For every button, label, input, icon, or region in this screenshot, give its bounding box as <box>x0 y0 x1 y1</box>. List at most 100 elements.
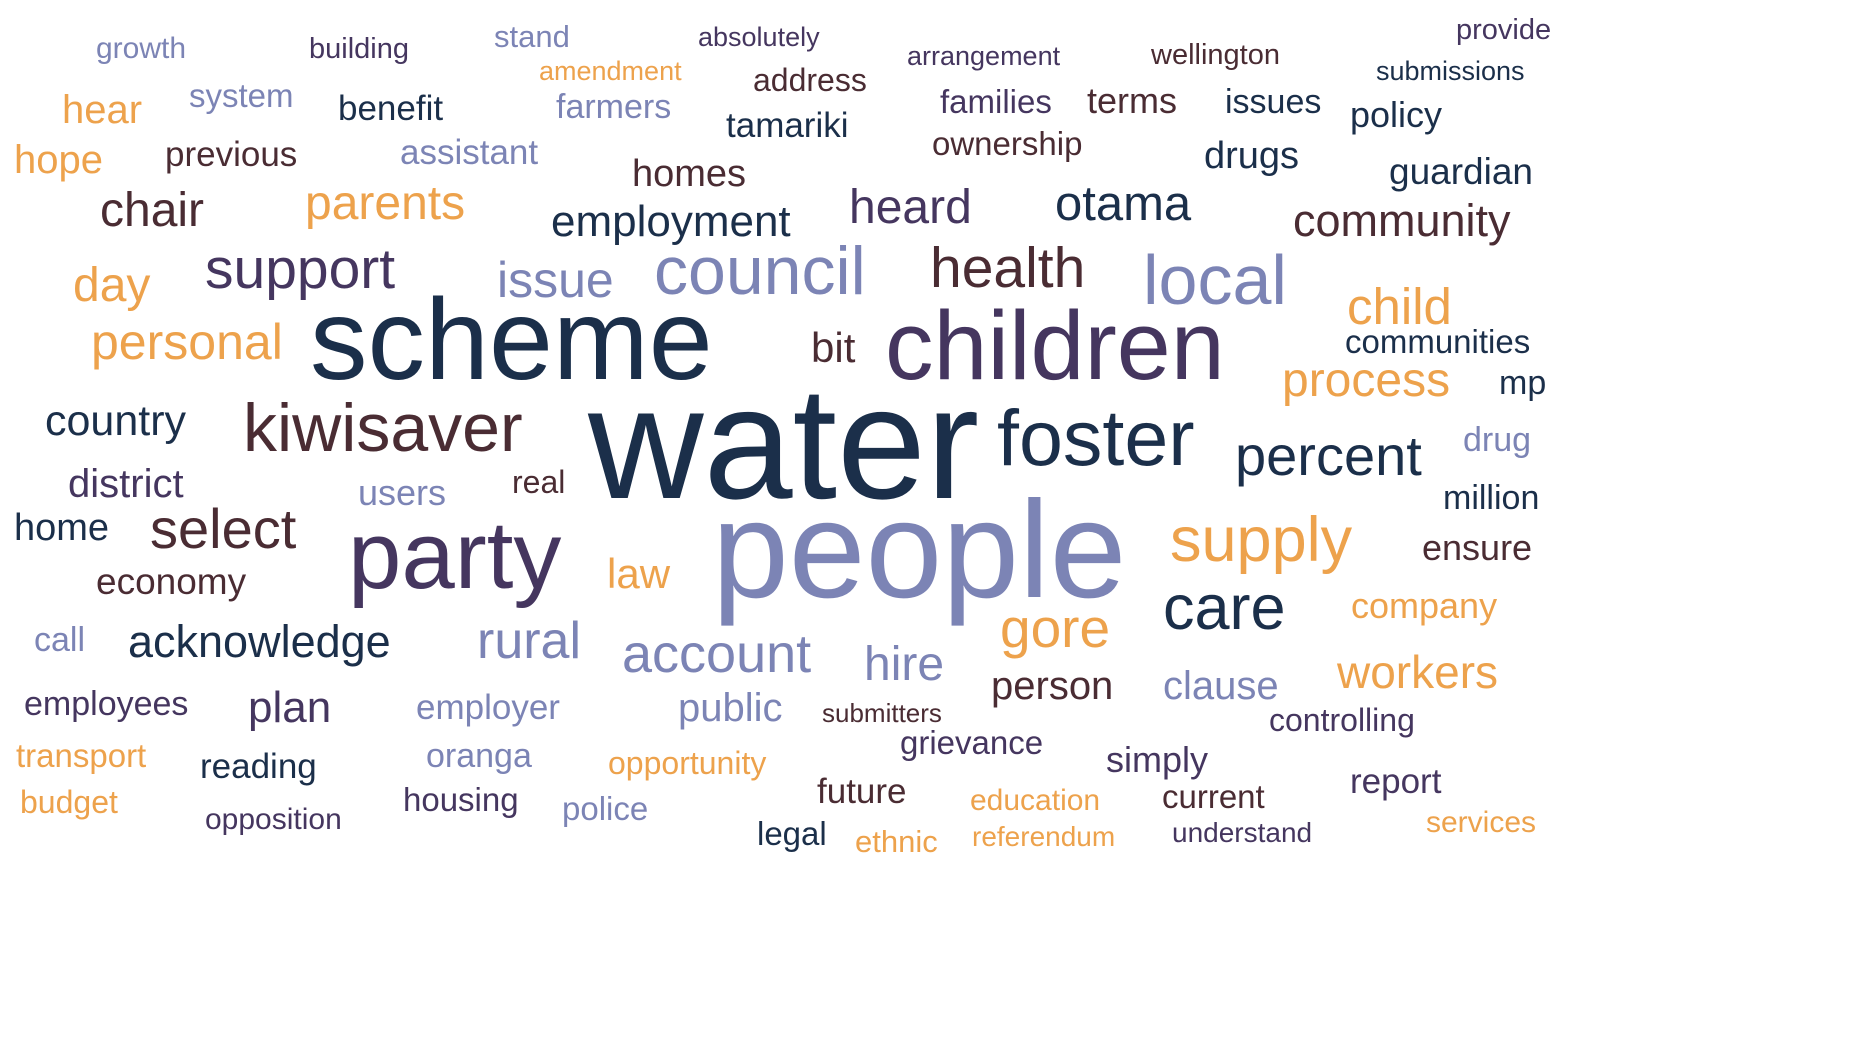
word-district: district <box>68 462 184 506</box>
word-people: people <box>712 473 1127 627</box>
word-system: system <box>189 77 294 114</box>
word-employees: employees <box>24 685 189 723</box>
word-employment: employment <box>551 197 791 246</box>
word-process: process <box>1282 354 1451 407</box>
word-families: families <box>940 83 1052 120</box>
word-homes: homes <box>632 153 747 195</box>
word-chair: chair <box>100 184 205 237</box>
word-address: address <box>753 62 867 98</box>
word-communities: communities <box>1345 323 1531 360</box>
word-growth: growth <box>96 32 187 65</box>
word-kiwisaver: kiwisaver <box>243 390 523 466</box>
word-support: support <box>205 237 396 301</box>
word-submissions: submissions <box>1376 56 1525 86</box>
word-otama: otama <box>1055 177 1192 231</box>
word-building: building <box>309 33 409 65</box>
word-reading: reading <box>200 747 317 786</box>
word-transport: transport <box>16 737 147 774</box>
word-previous: previous <box>165 135 298 174</box>
word-wellington: wellington <box>1151 39 1280 71</box>
word-drugs: drugs <box>1204 135 1300 177</box>
word-absolutely: absolutely <box>698 22 820 52</box>
word-community: community <box>1293 195 1511 246</box>
word-economy: economy <box>96 561 247 602</box>
word-controlling: controlling <box>1269 702 1415 738</box>
word-terms: terms <box>1087 80 1177 121</box>
word-ownership: ownership <box>932 125 1083 162</box>
word-call: call <box>34 621 86 659</box>
word-hope: hope <box>14 138 103 182</box>
word-legal: legal <box>757 815 827 852</box>
word-education: education <box>970 784 1101 817</box>
word-services: services <box>1426 806 1537 839</box>
word-health: health <box>930 236 1086 300</box>
word-drug: drug <box>1463 421 1532 459</box>
word-mp: mp <box>1499 364 1547 402</box>
word-percent: percent <box>1235 424 1422 487</box>
word-workers: workers <box>1337 646 1499 698</box>
word-ensure: ensure <box>1422 527 1533 568</box>
word-account: account <box>622 624 812 684</box>
word-policy: policy <box>1350 94 1443 135</box>
word-company: company <box>1351 585 1498 626</box>
word-care: care <box>1163 573 1286 643</box>
word-child: child <box>1347 278 1452 335</box>
word-home: home <box>14 507 110 549</box>
word-party: party <box>348 502 562 609</box>
word-referendum: referendum <box>972 821 1116 852</box>
word-heard: heard <box>849 181 972 234</box>
word-public: public <box>678 686 783 730</box>
word-current: current <box>1162 778 1265 815</box>
word-parents: parents <box>305 177 466 230</box>
word-select: select <box>150 497 297 560</box>
word-users: users <box>358 472 447 513</box>
word-tamariki: tamariki <box>726 106 849 145</box>
word-budget: budget <box>20 784 118 820</box>
word-country: country <box>45 397 187 445</box>
word-employer: employer <box>416 688 560 727</box>
word-bit: bit <box>811 324 856 371</box>
word-council: council <box>654 233 866 309</box>
word-future: future <box>817 772 907 811</box>
word-grievance: grievance <box>900 724 1044 761</box>
word-farmers: farmers <box>556 88 672 126</box>
word-provide: provide <box>1456 14 1552 46</box>
word-acknowledge: acknowledge <box>128 616 391 667</box>
word-day: day <box>73 259 151 312</box>
word-water: water <box>588 353 980 532</box>
word-opportunity: opportunity <box>608 745 767 781</box>
word-hear: hear <box>62 88 143 132</box>
word-stand: stand <box>494 19 570 54</box>
word-plan: plan <box>248 683 332 732</box>
word-amendment: amendment <box>539 56 682 86</box>
word-scheme: scheme <box>310 276 713 404</box>
word-issues: issues <box>1225 83 1322 121</box>
word-police: police <box>562 790 649 827</box>
word-simply: simply <box>1106 739 1209 780</box>
word-personal: personal <box>91 314 283 370</box>
word-children: children <box>885 291 1225 400</box>
word-clause: clause <box>1163 664 1279 708</box>
word-report: report <box>1350 762 1442 801</box>
word-supply: supply <box>1170 505 1353 575</box>
word-housing: housing <box>403 781 519 818</box>
word-ethnic: ethnic <box>855 824 938 859</box>
word-assistant: assistant <box>400 133 539 172</box>
word-real: real <box>512 464 566 500</box>
word-local: local <box>1143 241 1287 319</box>
word-arrangement: arrangement <box>907 41 1061 71</box>
word-rural: rural <box>477 612 582 670</box>
word-law: law <box>607 550 671 597</box>
word-understand: understand <box>1172 817 1313 848</box>
word-oranga: oranga <box>426 737 532 775</box>
word-benefit: benefit <box>338 89 444 128</box>
word-opposition: opposition <box>205 803 342 836</box>
word-guardian: guardian <box>1389 151 1534 192</box>
word-hire: hire <box>864 638 945 691</box>
word-gore: gore <box>1000 597 1111 659</box>
word-issue: issue <box>497 252 614 308</box>
word-million: million <box>1443 479 1540 517</box>
word-foster: foster <box>997 393 1195 482</box>
word-submitters: submitters <box>822 698 942 728</box>
